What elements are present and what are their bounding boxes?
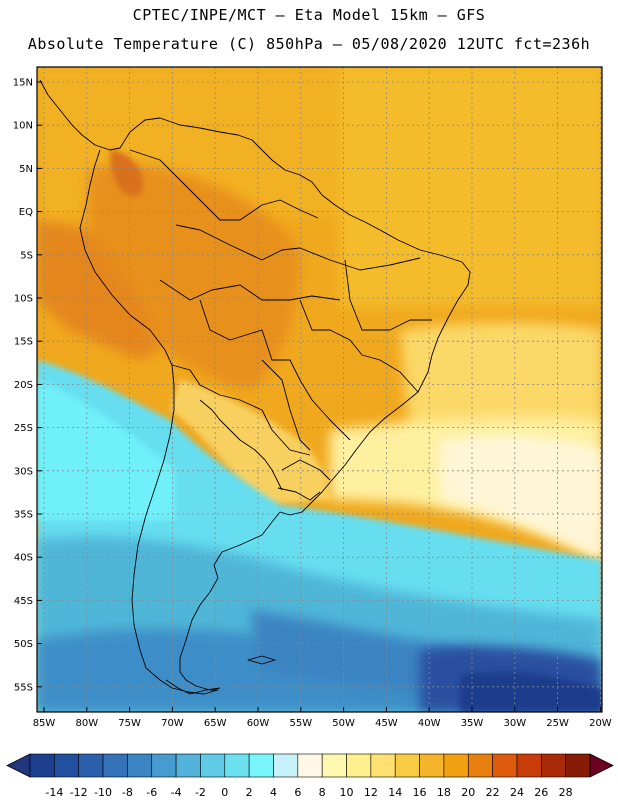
lon-label: 40W [418, 718, 441, 729]
colorbar-label: 20 [461, 786, 475, 799]
lat-label: 55S [14, 682, 33, 693]
lat-label: 50S [14, 639, 33, 650]
colorbar-swatch [273, 753, 299, 778]
colorbar-swatch [102, 753, 128, 778]
colorbar-label: 26 [534, 786, 548, 799]
colorbar-swatch [321, 753, 347, 778]
lon-label: 35W [461, 718, 484, 729]
lat-label: 35S [14, 510, 33, 521]
colorbar-swatch [29, 753, 55, 778]
colorbar-labels: -14 -12 -10 -8 -6 -4 -2 0 2 4 6 8 10 12 14 16 18 20 22 24 26… [45, 786, 572, 799]
colorbar-label: 10 [340, 786, 354, 799]
colorbar-swatch [346, 753, 372, 778]
colorbar-swatch [151, 753, 177, 778]
colorbar-swatch [541, 753, 566, 778]
colorbar-label: -14 [45, 786, 63, 799]
lat-label: 45S [14, 596, 33, 607]
chart-subtitle: Absolute Temperature (C) 850hPa – 05/08/… [27, 35, 591, 53]
map-grid [37, 67, 602, 712]
colorbar-label: 16 [413, 786, 427, 799]
lon-label: 45W [375, 718, 398, 729]
lat-label: 15S [14, 337, 33, 348]
colorbar-swatch [297, 753, 323, 778]
colorbar-low-arrow [6, 753, 31, 778]
lat-label: 30S [14, 466, 33, 477]
lat-label: 40S [14, 553, 33, 564]
colorbar-swatch [127, 753, 153, 778]
colorbar-high-arrow [589, 753, 614, 778]
lat-label: 25S [14, 423, 33, 434]
lat-label: EQ [19, 207, 33, 218]
coastline [39, 79, 471, 695]
colorbar-label: 24 [510, 786, 524, 799]
colorbar-label: 2 [246, 786, 253, 799]
colorbar-label: 6 [294, 786, 301, 799]
lon-label: 70W [161, 718, 184, 729]
colorbar-label: 18 [437, 786, 451, 799]
colorbar-swatch [200, 753, 226, 778]
colorbar-label: -2 [195, 786, 206, 799]
lat-label: 5S [20, 250, 33, 261]
colorbar-label: 28 [559, 786, 573, 799]
colorbar [6, 753, 614, 778]
colorbar-label: -6 [146, 786, 157, 799]
lat-label: 10S [14, 294, 33, 305]
chart-title: CPTEC/INPE/MCT – Eta Model 15km – GFS [132, 6, 486, 24]
lon-label: 75W [118, 718, 141, 729]
lon-label: 20W [589, 718, 612, 729]
colorbar-swatch [370, 753, 396, 778]
lat-label: 20S [14, 380, 33, 391]
lon-label: 80W [75, 718, 98, 729]
colorbar-swatch [78, 753, 104, 778]
lat-label: 5N [19, 164, 33, 175]
colorbar-swatch [175, 753, 201, 778]
colorbar-swatch [54, 753, 79, 778]
colorbar-label: 22 [486, 786, 500, 799]
latitude-labels: 15N 10N 5N EQ 5S 10S 15S 20S 25S 30S 35S 40S 45S 50S 5… [13, 78, 42, 693]
colorbar-swatch [248, 753, 274, 778]
lon-label: 60W [247, 718, 270, 729]
colorbar-swatch [443, 753, 469, 778]
colorbar-swatch [492, 753, 518, 778]
colorbar-label: 14 [388, 786, 402, 799]
lon-label: 85W [33, 718, 56, 729]
colorbar-label: 0 [221, 786, 228, 799]
colorbar-swatch [419, 753, 445, 778]
colorbar-label: -10 [94, 786, 112, 799]
colorbar-label: 12 [364, 786, 378, 799]
lon-label: 65W [204, 718, 227, 729]
colorbar-label: -12 [70, 786, 88, 799]
longitude-labels: 85W 80W 75W 70W 65W 60W 55W 50W 45W 40W 35W 30W 25W 2… [33, 707, 612, 729]
lat-label: 10N [13, 121, 33, 132]
lon-label: 55W [289, 718, 312, 729]
lon-label: 50W [332, 718, 355, 729]
colorbar-swatch [467, 753, 493, 778]
temperature-field [37, 67, 602, 712]
colorbar-swatch [224, 753, 250, 778]
map-frame [36, 66, 603, 713]
colorbar-swatch [394, 753, 420, 778]
lat-label: 15N [13, 78, 33, 89]
lon-label: 30W [503, 718, 526, 729]
colorbar-swatch [516, 753, 542, 778]
colorbar-label: 8 [319, 786, 326, 799]
colorbar-swatch [565, 753, 591, 778]
colorbar-label: -4 [171, 786, 182, 799]
colorbar-label: -8 [122, 786, 133, 799]
colorbar-label: 4 [270, 786, 277, 799]
lon-label: 25W [546, 718, 569, 729]
